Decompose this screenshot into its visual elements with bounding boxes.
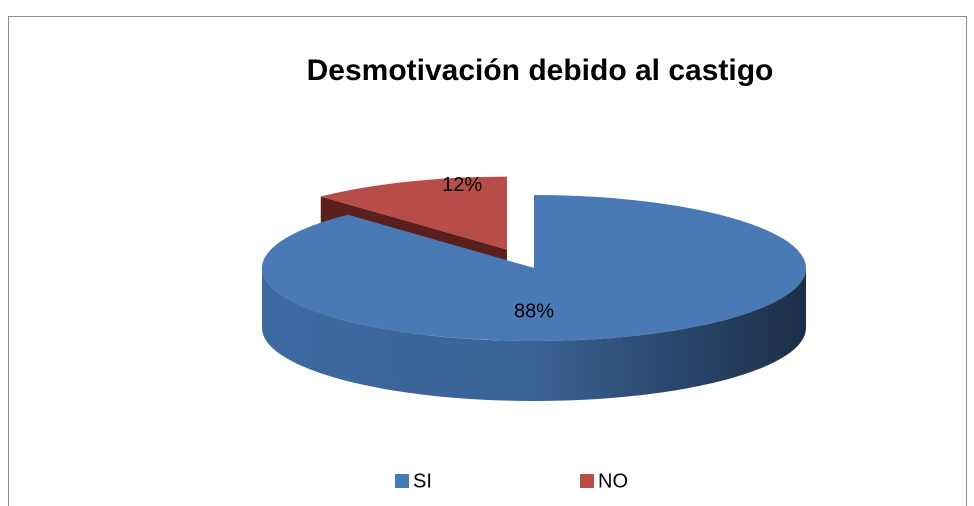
pie: 12% 88% (262, 174, 806, 401)
slice (262, 195, 806, 342)
legend-swatch (395, 474, 409, 488)
slice (320, 176, 507, 250)
data-label: 12% (442, 174, 482, 196)
slice-side (262, 268, 806, 401)
legend-label: NO (598, 470, 628, 492)
legend-swatch (580, 474, 594, 488)
legend: SI NO (395, 470, 628, 492)
data-label: 88% (514, 300, 554, 322)
chart-title: Desmotivación debido al castigo (307, 54, 774, 87)
legend-label: SI (413, 470, 432, 492)
